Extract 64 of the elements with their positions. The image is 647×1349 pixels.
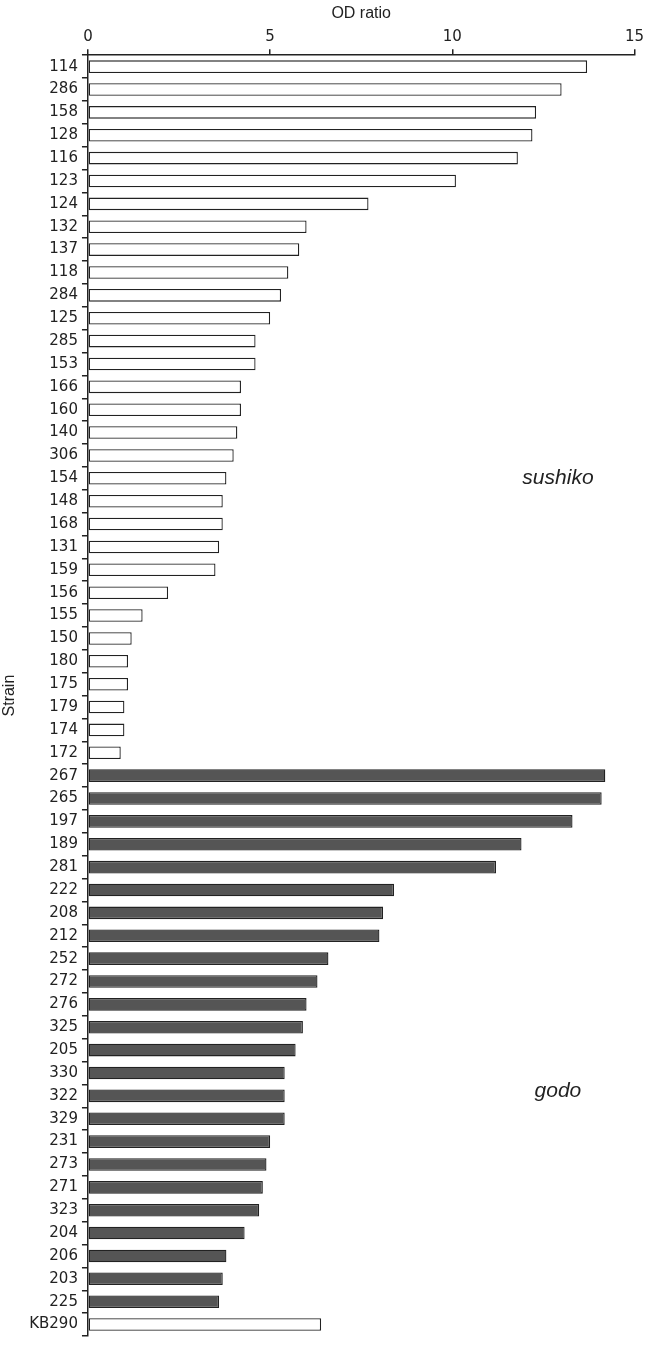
x-tick-label: 10 [442, 27, 462, 46]
y-tick-label: 140 [49, 422, 78, 441]
y-tick-label: 306 [49, 445, 78, 464]
annotation: sushiko [522, 465, 594, 489]
y-tick-label: 265 [49, 788, 78, 807]
y-tick-label: 160 [49, 399, 78, 418]
y-axis-title: Strain [0, 674, 18, 717]
y-tick-label: 172 [49, 742, 78, 761]
y-tick-label: 168 [49, 513, 78, 532]
y-tick-label: 271 [49, 1177, 78, 1196]
y-tick-label: 153 [49, 353, 78, 372]
y-tick-label: 179 [49, 696, 78, 715]
y-tick-label: 231 [49, 1131, 78, 1150]
y-tick-label: 322 [49, 1085, 78, 1104]
y-tick-label: 150 [49, 628, 78, 647]
y-tick-label: 281 [49, 857, 78, 876]
y-tick-label: 166 [49, 376, 78, 395]
y-tick-label: 206 [49, 1245, 78, 1264]
y-tick-label: 155 [49, 605, 78, 624]
y-tick-label: 284 [49, 285, 78, 304]
y-tick-label: 222 [49, 879, 78, 898]
x-tick-label: 5 [265, 27, 275, 46]
y-tick-label: 272 [49, 971, 78, 990]
y-tick-label: 154 [49, 468, 78, 487]
y-tick-label: 131 [49, 536, 78, 555]
y-tick-label: 285 [49, 330, 78, 349]
y-tick-label: 174 [49, 719, 78, 738]
y-tick-label: 204 [49, 1222, 78, 1241]
y-tick-label: 132 [49, 216, 78, 235]
y-tick-label: 197 [49, 811, 78, 830]
x-tick-label: 0 [83, 27, 93, 46]
y-tick-label: 125 [49, 308, 78, 327]
y-tick-label: KB290 [29, 1314, 78, 1333]
y-tick-label: 175 [49, 674, 78, 693]
y-tick-label: 158 [49, 102, 78, 121]
y-tick-label: 208 [49, 902, 78, 921]
y-tick-label: 212 [49, 925, 78, 944]
y-tick-label: 273 [49, 1154, 78, 1173]
x-tick-label: 15 [624, 27, 644, 46]
y-tick-label: 124 [49, 193, 78, 212]
y-tick-label: 118 [49, 262, 78, 281]
x-axis-title: OD ratio [331, 4, 392, 22]
y-tick-label: 148 [49, 491, 78, 510]
y-tick-label: 203 [49, 1268, 78, 1287]
annotation: godo [534, 1078, 582, 1102]
y-tick-label: 156 [49, 582, 78, 601]
y-tick-label: 325 [49, 1017, 78, 1036]
y-tick-label: 189 [49, 834, 78, 853]
y-tick-label: 225 [49, 1291, 78, 1310]
y-tick-label: 128 [49, 125, 78, 144]
y-tick-label: 114 [49, 56, 78, 75]
y-tick-label: 205 [49, 1040, 78, 1058]
y-tick-label: 116 [49, 148, 78, 167]
y-tick-label: 286 [49, 79, 78, 98]
y-tick-label: 276 [49, 994, 78, 1013]
y-tick-label: 159 [49, 559, 78, 578]
y-tick-label: 180 [49, 651, 78, 670]
y-tick-label: 330 [49, 1062, 78, 1081]
y-tick-label: 137 [49, 239, 78, 258]
y-tick-label: 252 [49, 948, 78, 967]
y-tick-label: 123 [49, 170, 78, 189]
y-tick-label: 323 [49, 1200, 78, 1219]
y-tick-label: 267 [49, 765, 78, 784]
y-tick-label: 329 [49, 1108, 78, 1127]
